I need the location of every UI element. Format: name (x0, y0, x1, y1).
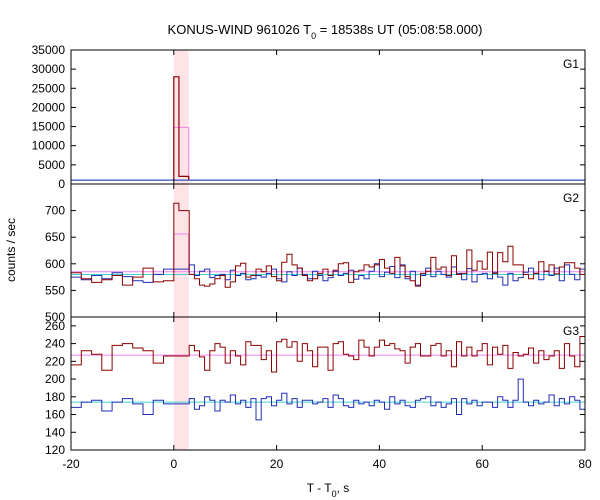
x-tick-label: 40 (373, 457, 387, 471)
x-axis-label-suffix: , s (337, 481, 350, 495)
chart-title-prefix: KONUS-WIND 961026 T (168, 22, 312, 37)
series-b-line (71, 263, 585, 286)
y-tick-label: 120 (45, 443, 65, 457)
y-tick-label: 200 (45, 372, 65, 386)
x-axis-label: T - T0, s (307, 481, 350, 499)
y-tick-label: 550 (45, 283, 65, 297)
x-tick-label: 20 (270, 457, 284, 471)
y-tick-label: 30000 (32, 62, 66, 76)
panel-frame (70, 316, 586, 451)
series-a-line (71, 336, 585, 373)
panel-frame (70, 49, 586, 185)
y-tick-label: 600 (45, 257, 65, 271)
panel-g3: 120 140 160 180 200 220 240 260 G3 (45, 316, 586, 457)
y-tick-label: 700 (45, 204, 65, 218)
chart-title-subscript: 0 (311, 31, 316, 41)
panel-g2: 500 550 600 650 700 G2 (45, 183, 586, 324)
x-axis-label-subscript: 0 (332, 489, 337, 499)
y-tick-label: 240 (45, 337, 65, 351)
y-axis-label: counts / sec (4, 218, 18, 282)
highlight-band (173, 50, 189, 184)
panel-label: G2 (563, 191, 579, 205)
panel-g1: 0 5000 10000 15000 20000 25000 30000 35000 G1 (32, 43, 586, 191)
y-tick-label: 260 (45, 319, 65, 333)
y-tick-label: 140 (45, 425, 65, 439)
chart-title: KONUS-WIND 961026 T0 = 18538s UT (05:08:… (168, 22, 483, 41)
x-axis-label-prefix: T - T (307, 481, 333, 495)
y-tick-label: 15000 (32, 120, 66, 134)
highlight-band (173, 184, 189, 317)
x-tick-label: 0 (170, 457, 177, 471)
x-tick-label: 60 (476, 457, 490, 471)
y-tick-label: 5000 (38, 158, 65, 172)
plot-layer: 05000100001500020000250003000035000G1500… (32, 43, 592, 471)
highlight-band (173, 317, 189, 450)
x-tick-label: 80 (578, 457, 592, 471)
panel-label: G1 (563, 57, 579, 71)
series-a-burst (173, 76, 190, 181)
y-tick-label: 0 (58, 177, 65, 191)
series-a-line (71, 202, 585, 288)
chart-title-suffix: = 18538s UT (05:08:58.000) (316, 22, 482, 37)
y-tick-label: 180 (45, 390, 65, 404)
series-b-line (71, 378, 585, 421)
y-tick-label: 10000 (32, 139, 66, 153)
y-tick-label: 500 (45, 310, 65, 324)
y-tick-label: 35000 (32, 43, 66, 57)
x-tick-label: -20 (62, 457, 80, 471)
y-tick-label: 25000 (32, 81, 66, 95)
y-tick-label: 650 (45, 230, 65, 244)
panel-label: G3 (563, 324, 579, 338)
y-tick-label: 160 (45, 408, 65, 422)
y-tick-label: 220 (45, 354, 65, 368)
y-tick-label: 20000 (32, 100, 66, 114)
